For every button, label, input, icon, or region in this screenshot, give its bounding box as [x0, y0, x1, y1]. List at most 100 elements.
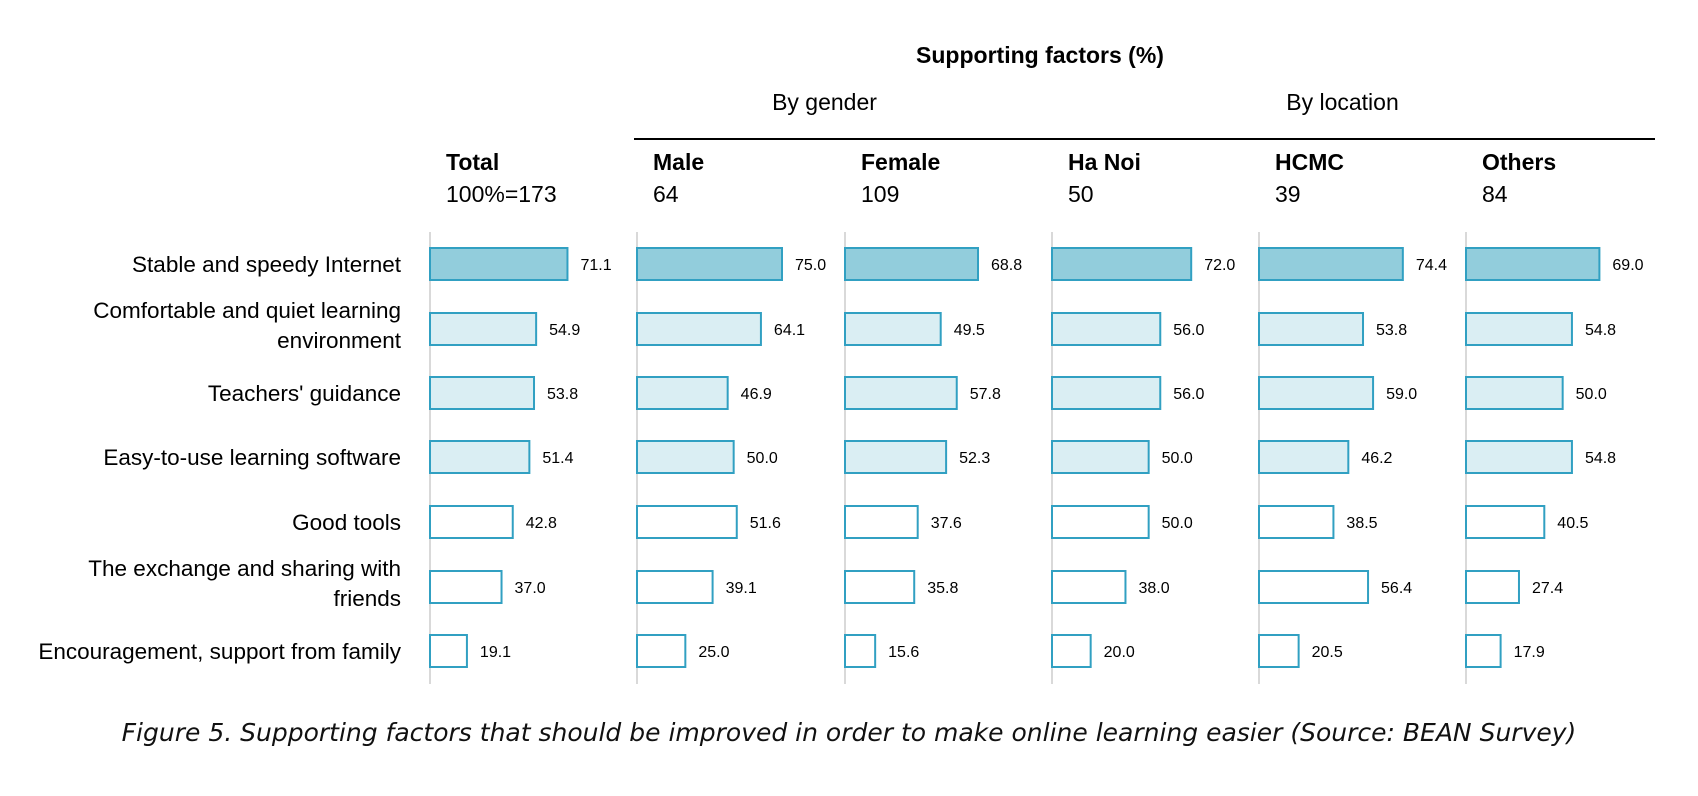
data-label: 72.0 [1204, 257, 1235, 274]
data-label: 74.4 [1416, 257, 1447, 274]
data-label: 50.0 [1576, 386, 1607, 403]
column-header: HCMC [1275, 149, 1344, 175]
data-label: 27.4 [1532, 580, 1563, 597]
data-label: 57.8 [970, 386, 1001, 403]
category-label: Encouragement, support from family [38, 639, 401, 664]
group-label: By location [1286, 89, 1399, 115]
data-label: 38.0 [1138, 580, 1169, 597]
category-label: The exchange and sharing with [88, 556, 401, 581]
bar [844, 376, 958, 410]
data-label: 50.0 [747, 450, 778, 467]
bar [429, 312, 538, 346]
category-label: environment [277, 328, 402, 353]
bar [844, 440, 948, 474]
bar [1258, 312, 1365, 346]
bar-chart: Supporting factors (%) By gender By locati… [38, 42, 1655, 684]
column-header: Others [1482, 149, 1556, 175]
bar [1465, 247, 1601, 281]
data-label: 59.0 [1386, 386, 1417, 403]
figure-caption: Figure 5. Supporting factors that should… [121, 718, 1577, 747]
category-label: Good tools [292, 510, 401, 535]
bar [1465, 312, 1573, 346]
bar [429, 634, 468, 668]
data-label: 69.0 [1612, 257, 1643, 274]
column-sample-size: 50 [1068, 181, 1094, 207]
data-label: 37.6 [931, 515, 962, 532]
category-label: Easy-to-use learning software [103, 445, 401, 470]
data-label: 35.8 [927, 580, 958, 597]
data-label: 39.1 [726, 580, 757, 597]
bar [429, 247, 569, 281]
data-label: 15.6 [888, 644, 919, 661]
bar [1258, 505, 1335, 539]
column-sample-size: 100%=173 [446, 181, 557, 207]
bar [844, 570, 916, 604]
column-header: Ha Noi [1068, 149, 1141, 175]
data-label: 54.9 [549, 322, 580, 339]
bar [1465, 570, 1520, 604]
column-sample-size: 84 [1482, 181, 1508, 207]
bar [636, 440, 735, 474]
data-label: 38.5 [1346, 515, 1377, 532]
group-label: By gender [772, 89, 877, 115]
data-label: 40.5 [1557, 515, 1588, 532]
data-label: 64.1 [774, 322, 805, 339]
data-label: 46.2 [1361, 450, 1392, 467]
bar [636, 570, 714, 604]
column-header: Male [653, 149, 704, 175]
data-label: 75.0 [795, 257, 826, 274]
bar [844, 505, 919, 539]
bar [429, 376, 536, 410]
bar [844, 247, 980, 281]
bar [1051, 376, 1162, 410]
column-sample-size: 64 [653, 181, 679, 207]
data-label: 54.8 [1585, 450, 1616, 467]
category-label: Comfortable and quiet learning [93, 298, 401, 323]
bar [1465, 505, 1546, 539]
category-label: Stable and speedy Internet [132, 252, 402, 277]
bar [1258, 376, 1375, 410]
data-label: 46.9 [741, 386, 772, 403]
column-header: Total [446, 149, 499, 175]
data-label: 50.0 [1162, 515, 1193, 532]
bar [636, 312, 762, 346]
data-label: 25.0 [698, 644, 729, 661]
column-sample-size: 109 [861, 181, 899, 207]
data-label: 71.1 [580, 257, 611, 274]
bar [1258, 247, 1404, 281]
bar [1465, 634, 1502, 668]
bar [636, 376, 729, 410]
bar [1051, 634, 1092, 668]
data-label: 20.5 [1312, 644, 1343, 661]
data-label: 56.0 [1173, 322, 1204, 339]
bar [1258, 570, 1370, 604]
data-label: 53.8 [547, 386, 578, 403]
bar [429, 440, 531, 474]
data-label: 19.1 [480, 644, 511, 661]
category-label: Teachers' guidance [208, 381, 401, 406]
data-label: 56.4 [1381, 580, 1412, 597]
bar [844, 312, 942, 346]
data-label: 52.3 [959, 450, 990, 467]
category-label: friends [333, 586, 401, 611]
data-label: 37.0 [515, 580, 546, 597]
bar [844, 634, 877, 668]
bar [1465, 376, 1564, 410]
bar [1051, 570, 1127, 604]
data-label: 49.5 [954, 322, 985, 339]
chart-title: Supporting factors (%) [916, 42, 1164, 68]
bar [429, 570, 503, 604]
bar [1258, 634, 1300, 668]
bar [1051, 505, 1150, 539]
column-sample-size: 39 [1275, 181, 1301, 207]
data-label: 68.8 [991, 257, 1022, 274]
bar [1051, 312, 1162, 346]
bar [429, 505, 514, 539]
data-label: 51.4 [542, 450, 573, 467]
bar [636, 505, 738, 539]
data-label: 56.0 [1173, 386, 1204, 403]
bar [1051, 440, 1150, 474]
bar [1258, 440, 1350, 474]
data-label: 17.9 [1514, 644, 1545, 661]
bar [636, 634, 687, 668]
